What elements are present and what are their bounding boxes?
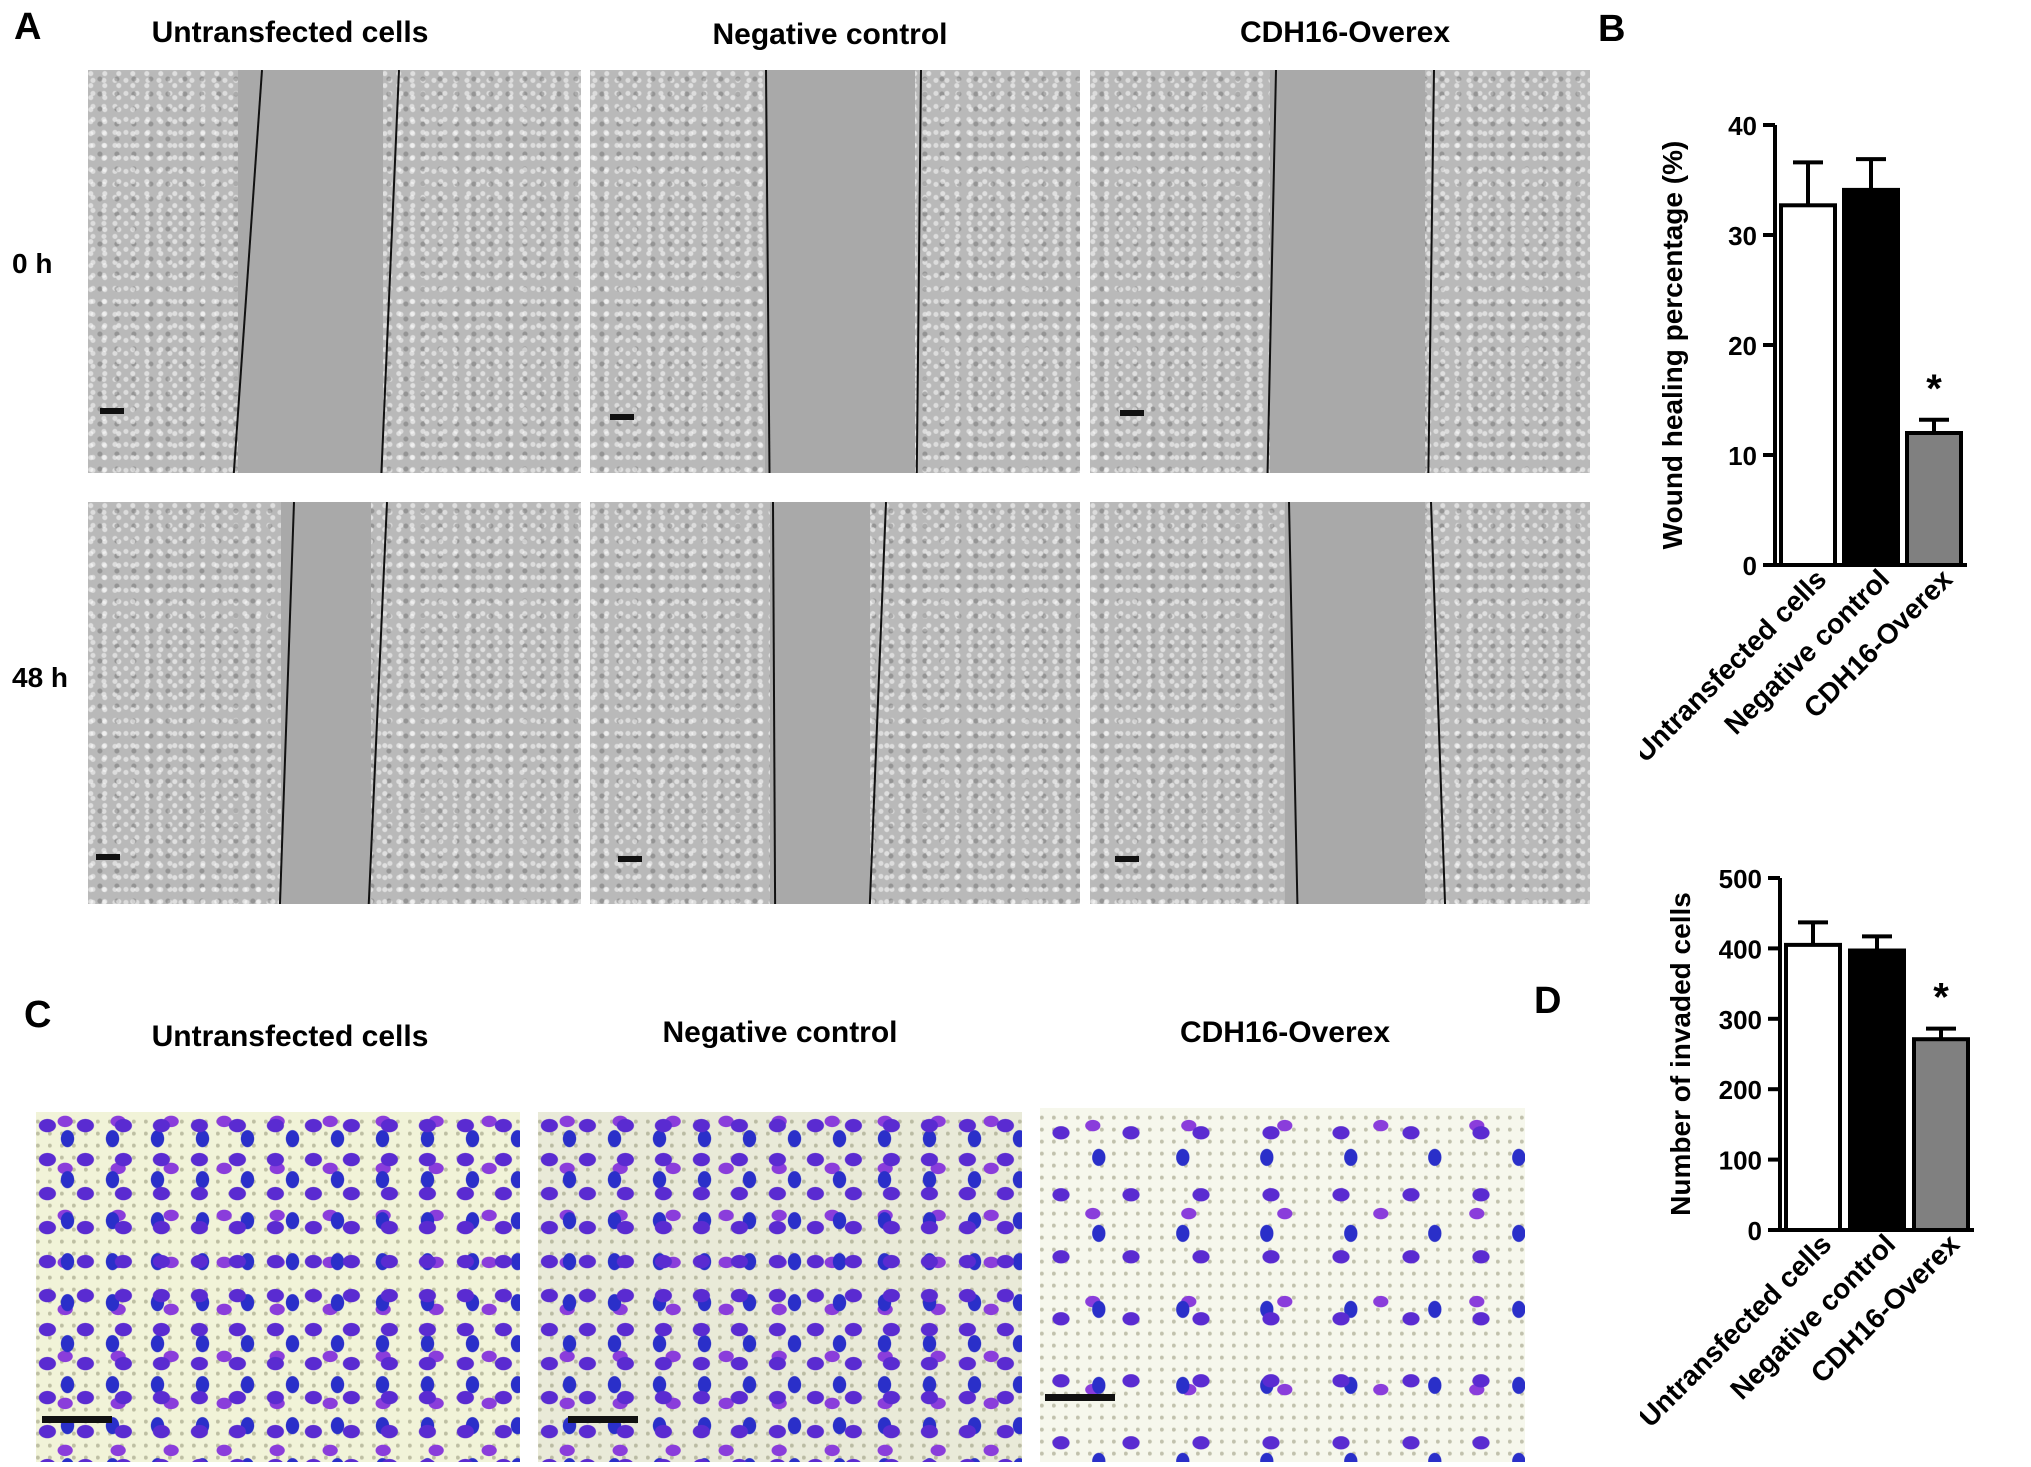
panel-a-row-label-48h: 48 h	[12, 662, 69, 693]
y-tick-label: 500	[1719, 864, 1762, 894]
bar-cdh16-overex	[1912, 1037, 1970, 1232]
y-tick-label: 30	[1728, 221, 1757, 251]
panel-letter-a: A	[14, 6, 42, 48]
panel-c-column-title-negative-control: Negative control	[662, 1016, 898, 1049]
chart-invaded-cells: Number of invaded cells0100200300400500U…	[1640, 864, 1974, 1433]
micrograph-untransfected-0h	[88, 70, 581, 473]
panel-c-column-title-cdh16: CDH16-Overex	[1179, 1016, 1391, 1049]
panel-a-column-title-negative-control: Negative control	[712, 18, 948, 51]
y-tick-label: 0	[1748, 1216, 1762, 1246]
invasion-micrograph-negative-control	[538, 1112, 1022, 1462]
y-axis-label: Number of invaded cells	[1665, 892, 1696, 1216]
y-tick-label: 0	[1743, 551, 1757, 581]
significance-marker: *	[1933, 976, 1949, 1020]
y-tick-label: 400	[1719, 934, 1762, 964]
y-tick-label: 200	[1719, 1075, 1762, 1105]
y-tick-label: 20	[1728, 331, 1757, 361]
chart-wound-healing: Wound healing percentage (%)010203040Unt…	[1640, 111, 1967, 768]
invasion-micrograph-cdh16	[1040, 1108, 1525, 1462]
panel-a-row-label-0h: 0 h	[12, 248, 53, 279]
panel-letter-c: C	[24, 994, 52, 1036]
bar-untransfected-cells	[1779, 203, 1837, 568]
micrograph-untransfected-48h	[88, 502, 581, 904]
bar-negative-control	[1842, 187, 1900, 567]
y-tick-label: 10	[1728, 441, 1757, 471]
panel-c-column-title-untransfected: Untransfected cells	[151, 1020, 429, 1053]
panel-a-column-title-cdh16: CDH16-Overex	[1239, 16, 1451, 49]
micrograph-cdh16-0h	[1090, 70, 1590, 473]
bar-cdh16-overex	[1905, 431, 1963, 567]
significance-marker: *	[1926, 367, 1942, 411]
y-tick-label: 300	[1719, 1005, 1762, 1035]
panel-letter-b: B	[1598, 8, 1626, 50]
panel-a-column-title-untransfected: Untransfected cells	[151, 16, 429, 49]
y-tick-label: 100	[1719, 1146, 1762, 1176]
micrograph-cdh16-48h	[1090, 502, 1590, 904]
micrograph-negative-control-0h	[590, 70, 1080, 473]
y-tick-label: 40	[1728, 111, 1757, 141]
invasion-micrograph-untransfected	[36, 1112, 520, 1462]
panel-letter-d: D	[1534, 980, 1562, 1022]
micrograph-negative-control-48h	[590, 502, 1080, 904]
bar-negative-control	[1848, 948, 1906, 1233]
y-axis-label: Wound healing percentage (%)	[1657, 141, 1688, 550]
bar-untransfected-cells	[1784, 942, 1842, 1232]
